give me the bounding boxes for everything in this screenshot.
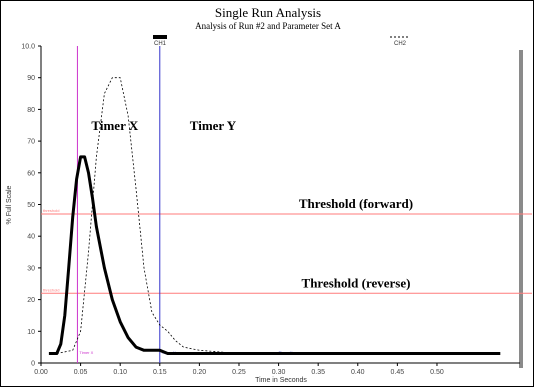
series-ch2-line (56, 77, 501, 354)
x-axis-label: Time in Seconds (255, 377, 307, 384)
chart-subtitle: Analysis of Run #2 and Parameter Set A (195, 21, 341, 31)
y-tick-label: 90 (27, 75, 35, 82)
x-tick-label: 0.05 (74, 369, 88, 376)
y-tick-label: 50 (27, 202, 35, 209)
x-tick-label: 0.15 (153, 369, 167, 376)
y-tick-label: 30 (27, 265, 35, 272)
y-axis-label: % Full Scale (6, 185, 13, 224)
x-tick-label: 0.10 (113, 369, 127, 376)
y-tick-label: 60 (27, 170, 35, 177)
plot-shadow (519, 50, 523, 368)
x-tick-label: 0.30 (272, 369, 286, 376)
tick-layer: 0 10 20 30 40 50 60 70 80 90 10.0 0.00 0.05 0.10 0.15 0… (21, 44, 444, 377)
x-tick-label: 0.25 (232, 369, 246, 376)
legend-label-ch1: CH1 (154, 41, 167, 47)
x-tick-label: 0.00 (34, 369, 48, 376)
series-ch1-line (48, 155, 501, 355)
timer-label: Timer Y (190, 118, 237, 133)
x-tick-label: 0.20 (193, 369, 207, 376)
y-tick-label: 10 (27, 329, 35, 336)
threshold-tag: threshold (43, 208, 59, 213)
x-tick-label: 0.40 (351, 369, 365, 376)
y-tick-label: 0 (31, 361, 35, 368)
timer-label: Timer X (91, 118, 138, 133)
threshold-label: Threshold (reverse) (302, 275, 411, 290)
timer-tag: Timer X (79, 350, 93, 355)
legend-label-ch2: CH2 (394, 41, 407, 47)
y-tick-label: 80 (27, 107, 35, 114)
x-tick-label: 0.45 (391, 369, 405, 376)
series-layer (48, 77, 501, 355)
y-tick-label: 10.0 (21, 44, 35, 51)
threshold-label: Threshold (forward) (299, 196, 413, 211)
threshold-tag: threshold (43, 287, 59, 292)
y-tick-label: 70 (27, 139, 35, 146)
chart-title: Single Run Analysis (215, 5, 321, 20)
y-tick-label: 20 (27, 297, 35, 304)
annotation-layer: Threshold (forward) Threshold (reverse) Ti… (91, 118, 413, 290)
x-tick-label: 0.35 (311, 369, 325, 376)
y-tick-label: 40 (27, 234, 35, 241)
x-tick-label: 0.50 (430, 369, 444, 376)
